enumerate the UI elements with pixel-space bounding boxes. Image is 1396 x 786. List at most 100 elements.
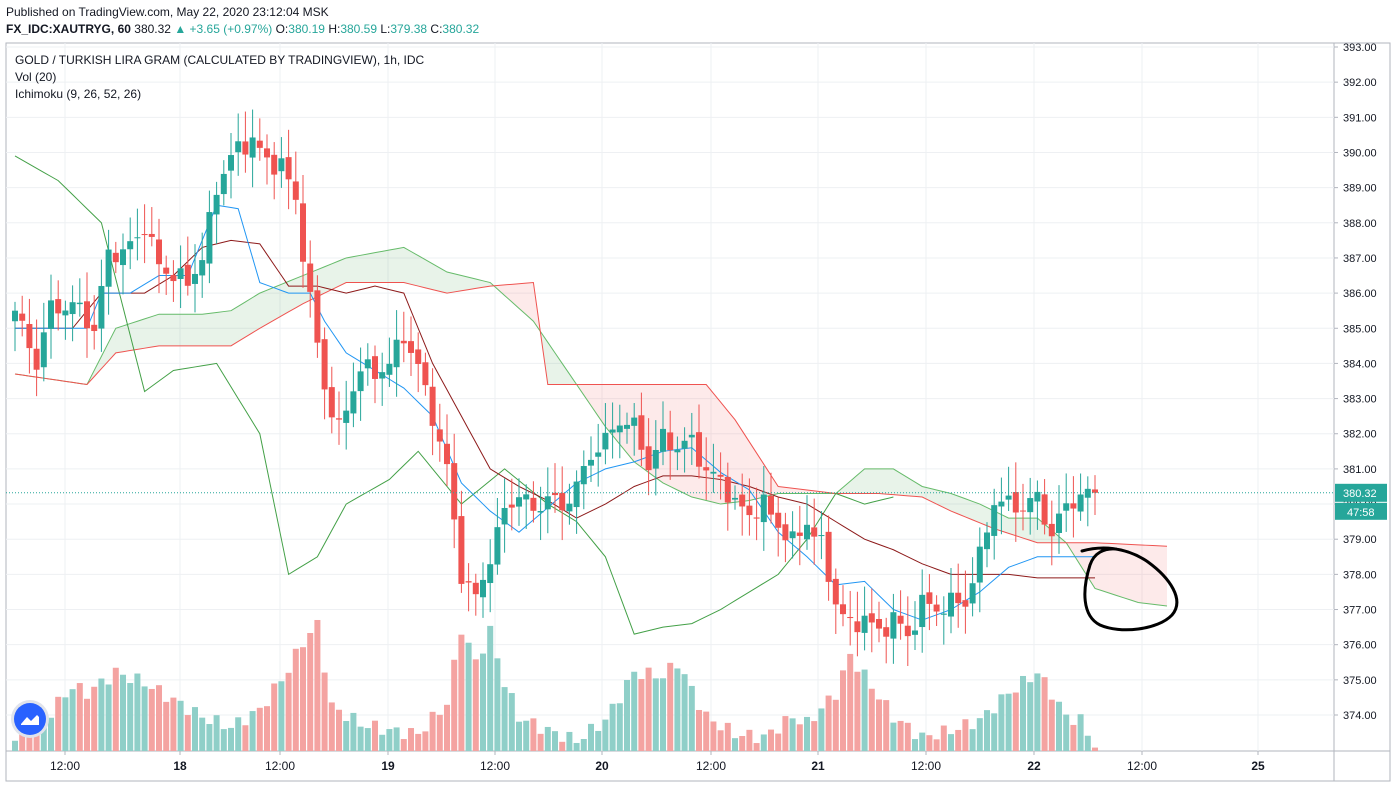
volume-bar <box>976 718 983 751</box>
candle-body <box>760 494 767 523</box>
candle-body <box>278 158 285 172</box>
ichimoku-cloud-segment <box>504 284 512 302</box>
volume-bar <box>357 726 364 751</box>
ichimoku-legend[interactable]: Ichimoku (9, 26, 52, 26) <box>15 87 142 101</box>
y-tick-label: 381.00 <box>1343 464 1377 476</box>
volume-bar <box>609 703 616 751</box>
candle-body <box>400 340 407 344</box>
volume-bar <box>595 730 602 751</box>
candle-body <box>192 273 198 284</box>
ichimoku-cloud-segment <box>238 301 246 342</box>
symbol[interactable]: FX_IDC:XAUTRYG, 60 <box>6 22 131 36</box>
volume-bar <box>55 696 62 751</box>
ichimoku-cloud-segment <box>792 488 800 494</box>
candle-body <box>739 494 746 507</box>
y-tick-label: 385.00 <box>1343 323 1377 335</box>
low-label: L: <box>380 22 391 36</box>
candle-body <box>350 391 357 414</box>
ichimoku-leading-span-a <box>14 246 1168 607</box>
ichimoku-cloud-segment <box>317 266 325 297</box>
volume-bar <box>876 699 882 751</box>
volume-legend[interactable]: Vol (20) <box>15 70 57 84</box>
candle-body <box>76 302 83 305</box>
ichimoku-cloud-segment <box>1131 544 1139 603</box>
volume-bar <box>782 716 789 751</box>
candle-body <box>84 301 90 329</box>
volume-bar <box>264 706 270 751</box>
candle-body <box>321 339 328 390</box>
candle-body <box>141 234 148 236</box>
ichimoku-cloud-segment <box>468 277 476 290</box>
candle-body <box>228 155 234 171</box>
x-tick-label: 19 <box>381 759 395 773</box>
candle-body <box>660 428 666 452</box>
volume-bar <box>667 662 674 751</box>
candle-body <box>688 434 695 438</box>
ichimoku-cloud-segment <box>519 283 527 315</box>
x-tick-label: 20 <box>595 759 609 773</box>
ichimoku-cloud-segment <box>173 314 181 346</box>
volume-bar <box>933 739 940 751</box>
volume-bar <box>415 733 422 751</box>
ichimoku-cloud-segment <box>439 267 447 294</box>
candle-body <box>912 630 918 635</box>
candle-body <box>861 615 868 633</box>
ichimoku-cloud-segment <box>475 279 483 289</box>
volume-bar <box>753 743 760 751</box>
close-label: C: <box>430 22 443 36</box>
volume-bar <box>98 678 105 751</box>
ichimoku-cloud-segment <box>627 384 635 462</box>
ichimoku-cloud-segment <box>94 356 102 377</box>
candle-body <box>732 497 738 500</box>
candle-body <box>1005 495 1012 500</box>
candle-body <box>256 140 263 148</box>
candle-body <box>724 476 731 503</box>
volume-bar <box>818 708 825 751</box>
candle-body <box>220 173 227 195</box>
ichimoku-cloud-segment <box>1073 542 1081 566</box>
candle-body <box>926 592 933 604</box>
candle-body <box>242 141 249 155</box>
candle-body <box>436 429 443 442</box>
candle-body <box>163 267 170 274</box>
volume-bar <box>602 719 609 751</box>
volume-bar <box>69 689 76 751</box>
volume-bar <box>314 619 321 751</box>
candle-body <box>588 459 594 466</box>
countdown-value: 47:58 <box>1347 507 1375 519</box>
volume-bar <box>148 688 155 751</box>
candle-body <box>451 463 458 520</box>
ichimoku-cloud-segment <box>907 477 915 497</box>
volume-bar <box>926 735 933 751</box>
candle-body <box>573 481 580 508</box>
ichimoku-cloud-segment <box>375 251 383 283</box>
candle-body <box>1077 494 1084 512</box>
tradingview-logo-icon[interactable] <box>14 703 46 735</box>
x-tick-label: 12:00 <box>1127 759 1157 773</box>
candle-body <box>962 600 969 607</box>
x-tick-label: 22 <box>1027 759 1041 773</box>
volume-bar <box>537 733 544 751</box>
ichimoku-cloud-segment <box>497 284 505 296</box>
candle-body <box>645 446 652 471</box>
volume-bar <box>688 685 695 751</box>
volume-bar <box>84 698 90 751</box>
volume-bar <box>998 694 1005 751</box>
candle-body <box>264 148 270 158</box>
ichimoku-cloud-segment <box>425 259 433 290</box>
ichimoku-cloud-segment <box>735 419 743 503</box>
volume-bar <box>739 736 746 751</box>
candle-body <box>508 504 515 508</box>
candle-body <box>249 137 256 158</box>
ichimoku-cloud-segment <box>591 384 599 417</box>
y-tick-label: 388.00 <box>1343 218 1377 230</box>
candle-body <box>235 141 242 153</box>
y-tick-label: 391.00 <box>1343 112 1377 124</box>
ichimoku-cloud-segment <box>231 306 239 346</box>
volume-bar <box>588 723 594 751</box>
candle-body <box>919 594 926 628</box>
volume-bar <box>62 697 69 751</box>
candle-body <box>1034 491 1041 502</box>
candle-body <box>408 341 414 353</box>
